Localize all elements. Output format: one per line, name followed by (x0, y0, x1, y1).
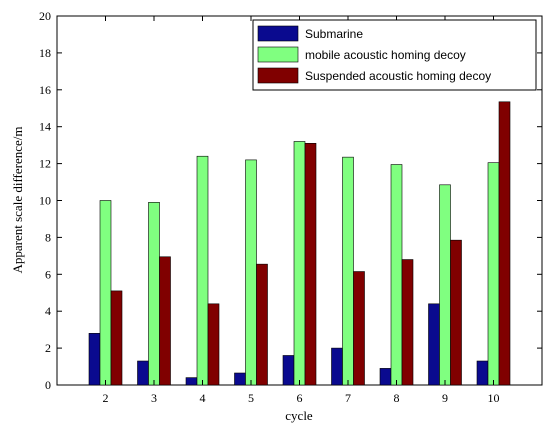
legend-swatch (257, 67, 299, 84)
bar-2 (99, 200, 112, 386)
y-tick-label: 6 (45, 267, 51, 281)
bar-1 (185, 377, 198, 386)
legend-label: Submarine (305, 27, 363, 41)
bar-3 (159, 256, 171, 386)
y-tick-label: 14 (39, 120, 51, 134)
bars-group (88, 101, 511, 386)
y-tick-label: 10 (39, 194, 51, 208)
y-tick-label: 16 (39, 83, 51, 97)
bar-2 (293, 141, 306, 386)
bar-3 (207, 303, 220, 386)
bar-3 (401, 259, 414, 386)
bar-2 (245, 159, 257, 386)
x-tick-label: 8 (394, 391, 400, 405)
x-tick-label: 5 (248, 391, 254, 405)
legend-swatch (257, 25, 299, 42)
y-tick-label: 20 (39, 9, 51, 23)
x-tick-label: 4 (200, 391, 206, 405)
bar-2 (342, 156, 354, 386)
x-tick-label: 9 (442, 391, 448, 405)
bar-1 (88, 333, 101, 386)
legend-label: mobile acoustic homing decoy (305, 48, 466, 62)
bar-3 (450, 239, 462, 386)
x-tick-label: 6 (297, 391, 303, 405)
bar-1 (282, 355, 295, 386)
y-tick-label: 18 (39, 46, 51, 60)
bar-2 (196, 155, 209, 386)
x-tick-label: 7 (345, 391, 351, 405)
legend-swatch (257, 46, 299, 63)
bar-1 (379, 368, 392, 386)
y-tick-label: 0 (45, 378, 51, 392)
bar-3 (498, 101, 511, 386)
legend-label: Suspended acoustic homing decoy (305, 69, 491, 83)
x-tick-label: 10 (488, 391, 500, 405)
bar-1 (476, 360, 489, 386)
y-tick-label: 2 (45, 341, 51, 355)
y-axis: 0 2 4 6 8 10 12 14 16 18 20 (39, 9, 542, 392)
bar-3 (304, 143, 317, 386)
bar-1 (331, 347, 343, 386)
x-tick-label: 3 (151, 391, 157, 405)
y-axis-title: Apparent scale difference/m (10, 126, 25, 273)
bar-2 (390, 164, 403, 386)
bar-3 (256, 263, 268, 386)
y-tick-label: 4 (45, 304, 51, 318)
legend: Submarine mobile acoustic homing decoy Sus… (252, 19, 537, 91)
bar-3 (110, 290, 123, 386)
y-tick-label: 12 (39, 157, 51, 171)
bar-1 (137, 360, 149, 386)
legend-box (252, 19, 537, 91)
bar-2 (487, 162, 500, 386)
bar-3 (353, 271, 365, 386)
bar-1 (428, 303, 440, 386)
x-axis-title: cycle (285, 408, 313, 423)
bar-2 (439, 184, 451, 386)
y-tick-label: 8 (45, 230, 51, 244)
bar-1 (234, 372, 246, 386)
x-tick-label: 2 (103, 391, 109, 405)
x-axis: 2 3 4 5 6 7 8 9 10 (103, 16, 500, 405)
bar-2 (148, 202, 160, 386)
